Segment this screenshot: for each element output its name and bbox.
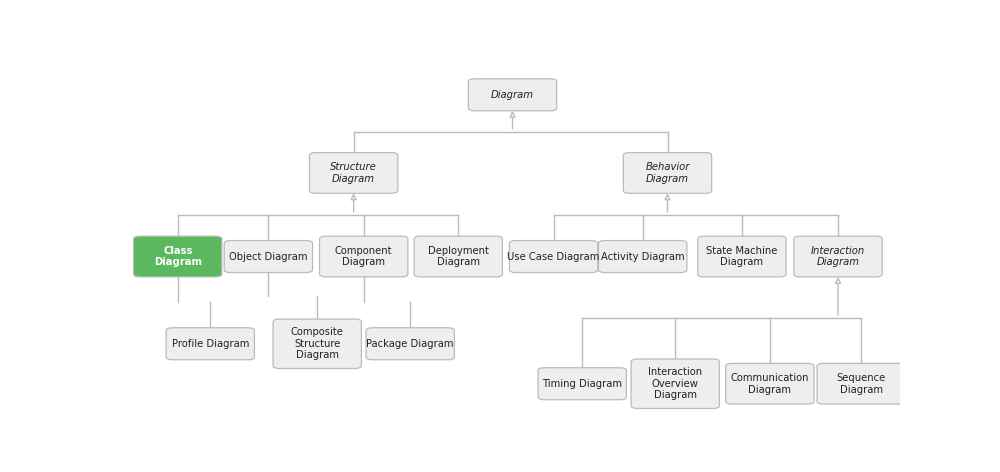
Text: Interaction
Diagram: Interaction Diagram (811, 246, 865, 267)
Text: Deployment
Diagram: Deployment Diagram (428, 246, 489, 267)
FancyBboxPatch shape (623, 152, 712, 194)
FancyBboxPatch shape (468, 79, 557, 111)
Text: Activity Diagram: Activity Diagram (601, 252, 685, 261)
Text: Diagram: Diagram (491, 90, 534, 100)
FancyBboxPatch shape (794, 236, 882, 277)
FancyBboxPatch shape (134, 236, 222, 277)
FancyBboxPatch shape (698, 236, 786, 277)
FancyBboxPatch shape (224, 241, 313, 272)
FancyBboxPatch shape (631, 359, 719, 408)
FancyBboxPatch shape (414, 236, 502, 277)
Text: Package Diagram: Package Diagram (366, 339, 454, 349)
FancyBboxPatch shape (309, 152, 398, 194)
Text: Class
Diagram: Class Diagram (154, 246, 202, 267)
FancyBboxPatch shape (366, 328, 454, 360)
Text: Object Diagram: Object Diagram (229, 252, 308, 261)
Text: Structure
Diagram: Structure Diagram (330, 162, 377, 184)
Text: Interaction
Overview
Diagram: Interaction Overview Diagram (648, 367, 702, 400)
FancyBboxPatch shape (726, 363, 814, 404)
Text: Behavior
Diagram: Behavior Diagram (645, 162, 690, 184)
FancyBboxPatch shape (320, 236, 408, 277)
Text: Use Case Diagram: Use Case Diagram (507, 252, 600, 261)
Text: State Machine
Diagram: State Machine Diagram (706, 246, 778, 267)
Text: Communication
Diagram: Communication Diagram (731, 373, 809, 395)
FancyBboxPatch shape (599, 241, 687, 272)
FancyBboxPatch shape (166, 328, 254, 360)
FancyBboxPatch shape (817, 363, 905, 404)
Text: Profile Diagram: Profile Diagram (172, 339, 249, 349)
FancyBboxPatch shape (509, 241, 598, 272)
Text: Sequence
Diagram: Sequence Diagram (837, 373, 886, 395)
FancyBboxPatch shape (273, 319, 361, 369)
FancyBboxPatch shape (538, 368, 626, 400)
Text: Component
Diagram: Component Diagram (335, 246, 392, 267)
Text: Timing Diagram: Timing Diagram (542, 379, 622, 389)
Text: Composite
Structure
Diagram: Composite Structure Diagram (291, 327, 344, 360)
